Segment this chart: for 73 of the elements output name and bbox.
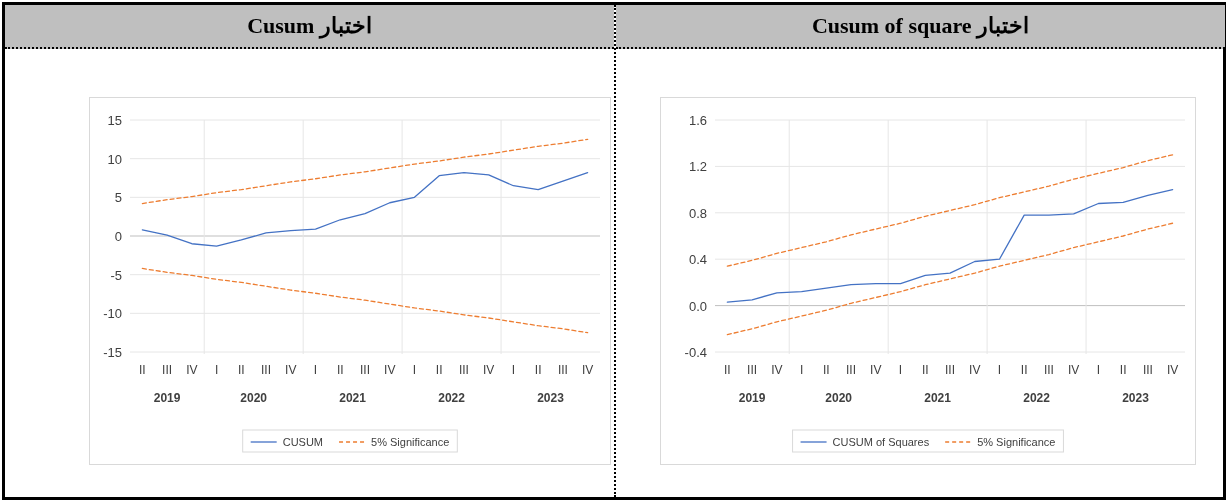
x-tick-label: I bbox=[313, 363, 318, 377]
line-series bbox=[141, 138, 589, 205]
chart-title: اختبار Cusum of square bbox=[811, 13, 1030, 39]
text: 2023 bbox=[537, 391, 565, 405]
text: 2021 bbox=[924, 391, 952, 405]
y-tick-label: 0.8 bbox=[688, 205, 707, 221]
x-tick-label: II bbox=[139, 363, 146, 377]
line-series bbox=[141, 267, 589, 334]
y-tick-label: -5 bbox=[110, 267, 122, 283]
x-tick-label: IV bbox=[384, 363, 396, 377]
x-tick-label: II bbox=[435, 363, 443, 377]
x-tick-label: IV bbox=[186, 363, 198, 377]
x-tick-label: I bbox=[799, 363, 804, 377]
y-tick-label: 1.2 bbox=[688, 159, 707, 175]
y-tick-label: 0.0 bbox=[688, 298, 707, 314]
text: 2022 bbox=[438, 391, 466, 405]
x-tick-label: IV bbox=[969, 363, 981, 377]
x-tick-label: IV bbox=[581, 363, 594, 377]
x-tick-label: IV bbox=[870, 363, 882, 377]
x-tick-label: II bbox=[724, 363, 731, 377]
x-tick-label: II bbox=[822, 363, 830, 377]
x-tick-label: IV bbox=[483, 363, 495, 377]
line-series bbox=[141, 171, 589, 247]
y-tick-label: 10 bbox=[107, 151, 122, 167]
text: 2020 bbox=[825, 391, 853, 405]
text: 2020 bbox=[240, 391, 268, 405]
text: 2022 bbox=[1023, 391, 1051, 405]
x-tick-label: IV bbox=[1166, 363, 1179, 377]
text: 2019 bbox=[153, 391, 181, 405]
x-tick-label: III bbox=[261, 363, 272, 377]
chart-title: اختبار Cusum bbox=[247, 13, 372, 39]
x-tick-label: I bbox=[214, 363, 219, 377]
x-tick-label: IV bbox=[285, 363, 297, 377]
line-series bbox=[726, 222, 1174, 336]
x-tick-label: II bbox=[534, 363, 542, 377]
y-tick-label: -0.4 bbox=[684, 345, 707, 360]
x-tick-label: II bbox=[336, 363, 344, 377]
x-tick-label: III bbox=[944, 363, 956, 377]
text: 2023 bbox=[1122, 391, 1150, 405]
x-tick-label: II bbox=[1020, 363, 1028, 377]
x-tick-label: I bbox=[898, 363, 903, 377]
y-tick-label: 0 bbox=[114, 229, 122, 244]
x-tick-label: IV bbox=[771, 363, 783, 377]
x-tick-label: III bbox=[1043, 363, 1054, 377]
legend-label: 5% Significance bbox=[371, 436, 450, 448]
legend-label: CUSUM of Squares bbox=[832, 436, 930, 448]
x-tick-label: III bbox=[747, 363, 758, 377]
x-tick-label: III bbox=[458, 363, 469, 377]
x-tick-label: III bbox=[359, 363, 371, 377]
text: 2021 bbox=[339, 391, 367, 405]
x-tick-label: III bbox=[162, 363, 173, 377]
x-tick-label: III bbox=[557, 363, 568, 377]
x-tick-label: I bbox=[997, 363, 1002, 377]
text: 2019 bbox=[738, 391, 766, 405]
y-tick-label: 0.4 bbox=[688, 252, 707, 268]
x-tick-label: II bbox=[921, 363, 929, 377]
legend-label: CUSUM bbox=[282, 436, 324, 448]
x-tick-label: III bbox=[1142, 363, 1153, 377]
x-tick-label: I bbox=[412, 363, 417, 377]
x-tick-label: IV bbox=[1068, 363, 1080, 377]
y-tick-label: 1.6 bbox=[688, 113, 707, 128]
y-tick-label: 15 bbox=[107, 113, 122, 128]
y-tick-label: -10 bbox=[103, 306, 122, 322]
y-tick-label: 5 bbox=[114, 190, 122, 206]
x-tick-label: II bbox=[1119, 363, 1127, 377]
x-tick-label: I bbox=[1096, 363, 1101, 377]
x-tick-label: I bbox=[511, 363, 516, 377]
x-tick-label: II bbox=[237, 363, 245, 377]
line-series bbox=[726, 154, 1174, 267]
legend-label: 5% Significance bbox=[977, 436, 1056, 448]
line-series bbox=[726, 188, 1174, 303]
x-tick-label: III bbox=[846, 363, 857, 377]
y-tick-label: -15 bbox=[103, 345, 122, 360]
